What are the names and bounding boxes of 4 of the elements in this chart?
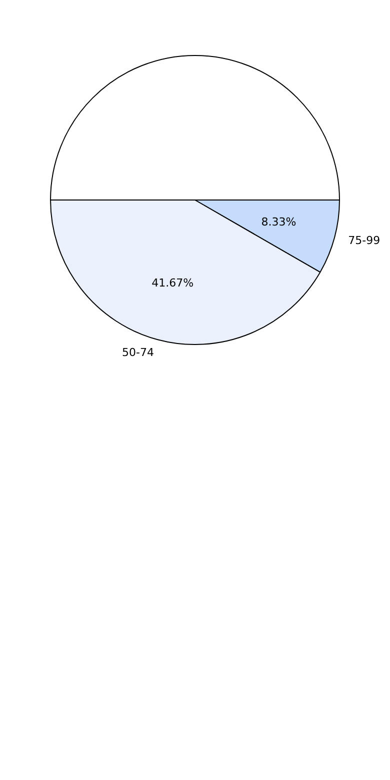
slice-label: 50-74: [122, 346, 154, 359]
data-label: 8.33%: [261, 215, 296, 228]
slice-label: 75-99: [348, 234, 380, 247]
data-label: 41.67%: [152, 276, 194, 290]
